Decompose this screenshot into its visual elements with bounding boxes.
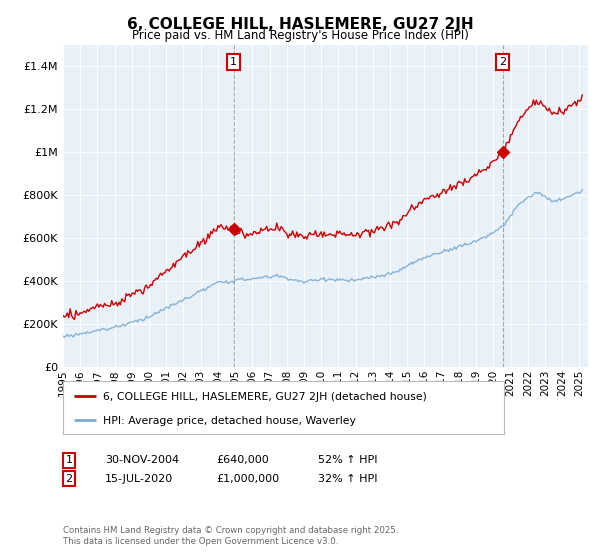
Text: 15-JUL-2020: 15-JUL-2020 [105, 474, 173, 484]
Text: 2: 2 [65, 474, 73, 484]
Text: 52% ↑ HPI: 52% ↑ HPI [318, 455, 377, 465]
Text: 6, COLLEGE HILL, HASLEMERE, GU27 2JH: 6, COLLEGE HILL, HASLEMERE, GU27 2JH [127, 17, 473, 32]
Text: 2: 2 [499, 57, 506, 67]
Text: £1,000,000: £1,000,000 [216, 474, 279, 484]
Text: HPI: Average price, detached house, Waverley: HPI: Average price, detached house, Wave… [103, 416, 356, 426]
Text: Price paid vs. HM Land Registry's House Price Index (HPI): Price paid vs. HM Land Registry's House … [131, 29, 469, 42]
Text: Contains HM Land Registry data © Crown copyright and database right 2025.
This d: Contains HM Land Registry data © Crown c… [63, 526, 398, 546]
Text: 32% ↑ HPI: 32% ↑ HPI [318, 474, 377, 484]
Text: 6, COLLEGE HILL, HASLEMERE, GU27 2JH (detached house): 6, COLLEGE HILL, HASLEMERE, GU27 2JH (de… [103, 392, 427, 402]
Text: £640,000: £640,000 [216, 455, 269, 465]
Text: 30-NOV-2004: 30-NOV-2004 [105, 455, 179, 465]
Text: 1: 1 [230, 57, 237, 67]
Text: 1: 1 [65, 455, 73, 465]
